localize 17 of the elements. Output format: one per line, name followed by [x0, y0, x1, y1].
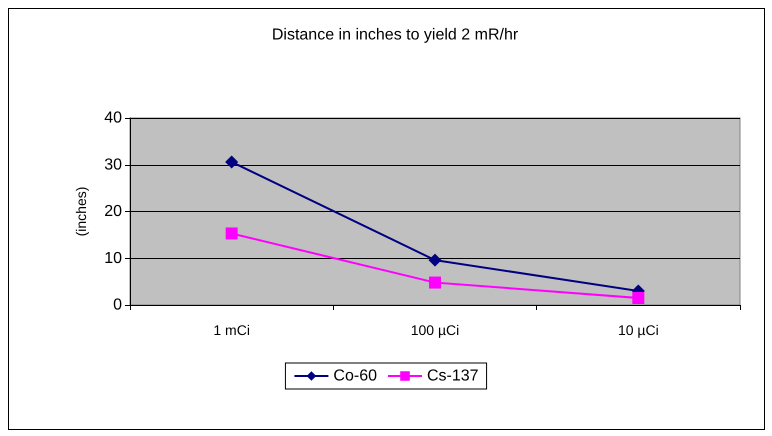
legend-label: Cs-137 [427, 368, 479, 384]
y-tick-label: 0 [113, 296, 122, 314]
point [226, 227, 238, 240]
x-tick-label: 10 µCi [618, 322, 659, 338]
y-tick-label: 20 [104, 203, 122, 220]
point [428, 254, 442, 267]
point [429, 276, 441, 289]
y-tick-label: 40 [104, 110, 122, 126]
point [632, 292, 644, 304]
legend-label: Co-60 [333, 368, 378, 384]
y-tick-label: 10 [104, 250, 122, 267]
x-tick-label: 100 µCi [410, 322, 460, 338]
point [225, 155, 238, 168]
chart-title: Distance in inches to yield 2 mR/hr [272, 26, 519, 44]
y-axis-title: (inches) [73, 186, 89, 236]
x-tick-label: 1 mCi [213, 322, 250, 338]
y-tick-label: 30 [104, 156, 122, 174]
